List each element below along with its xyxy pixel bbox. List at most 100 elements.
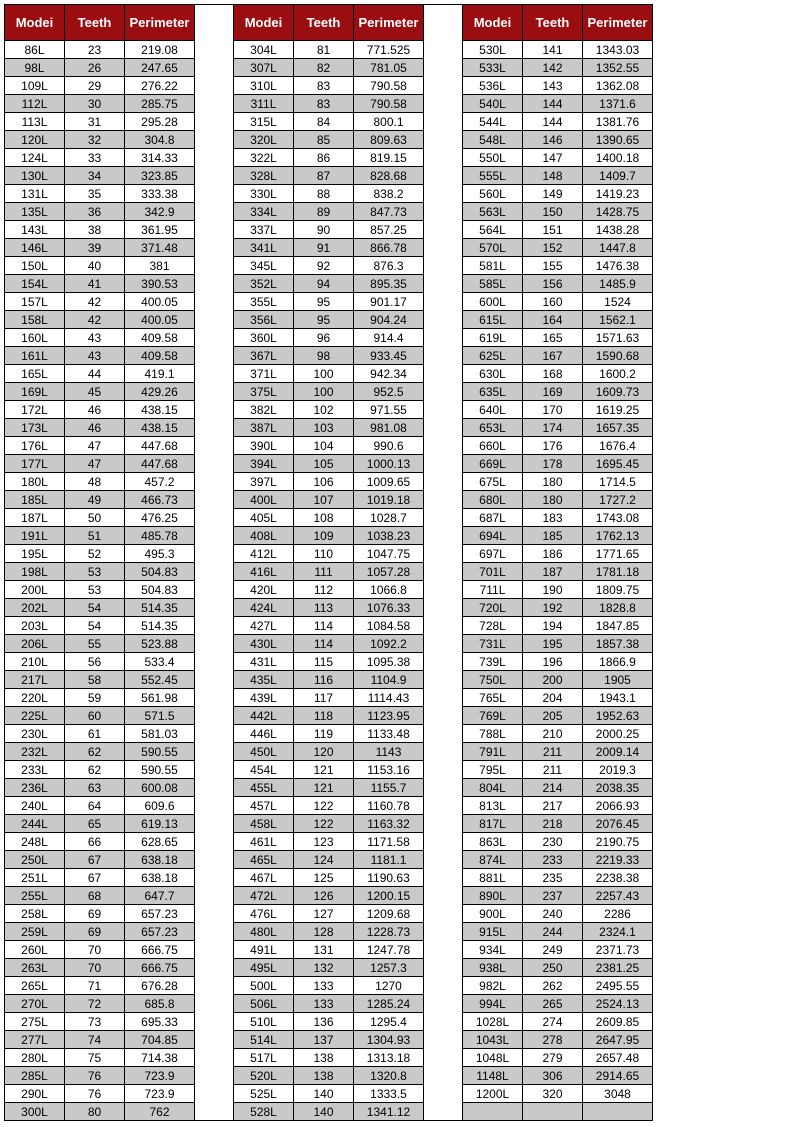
table-row: 260L70666.75 <box>5 941 195 959</box>
cell: 204 <box>523 689 583 707</box>
cell: 187L <box>5 509 65 527</box>
cell: 857.25 <box>354 221 424 239</box>
cell: 161L <box>5 347 65 365</box>
cell: 260L <box>5 941 65 959</box>
cell: 2324.1 <box>583 923 653 941</box>
cell: 39 <box>65 239 125 257</box>
table-row: 1148L3062914.65 <box>463 1067 653 1085</box>
cell: 116 <box>294 671 354 689</box>
data-table-1: ModeiTeethPerimeter86L23219.0898L26247.6… <box>4 4 195 1121</box>
table-row: 248L66628.65 <box>5 833 195 851</box>
cell: 43 <box>65 347 125 365</box>
cell: 669L <box>463 455 523 473</box>
cell: 160L <box>5 329 65 347</box>
cell: 51 <box>65 527 125 545</box>
cell: 48 <box>65 473 125 491</box>
cell: 1247.78 <box>354 941 424 959</box>
cell: 2066.93 <box>583 797 653 815</box>
cell: 154L <box>5 275 65 293</box>
cell: 1084.58 <box>354 617 424 635</box>
cell: 828.68 <box>354 167 424 185</box>
cell: 203L <box>5 617 65 635</box>
cell: 236L <box>5 779 65 797</box>
table-row: 881L2352238.38 <box>463 869 653 887</box>
table-row: 387L103981.08 <box>234 419 424 437</box>
table-row: 560L1491419.23 <box>463 185 653 203</box>
cell: 1362.08 <box>583 77 653 95</box>
cell: 152 <box>523 239 583 257</box>
cell: 311L <box>234 95 294 113</box>
cell: 233 <box>523 851 583 869</box>
table-row: 109L29276.22 <box>5 77 195 95</box>
table-row: 176L47447.68 <box>5 437 195 455</box>
table-row: 467L1251190.63 <box>234 869 424 887</box>
cell: 609.6 <box>125 797 195 815</box>
cell: 76 <box>65 1085 125 1103</box>
cell: 510L <box>234 1013 294 1031</box>
table-row: 520L1381320.8 <box>234 1067 424 1085</box>
table-row: 173L46438.15 <box>5 419 195 437</box>
cell: 819.15 <box>354 149 424 167</box>
cell: 85 <box>294 131 354 149</box>
table-row: 788L2102000.25 <box>463 725 653 743</box>
table-row: 548L1461390.65 <box>463 131 653 149</box>
table-row: 653L1741657.35 <box>463 419 653 437</box>
table-row: 635L1691609.73 <box>463 383 653 401</box>
table-row: 236L63600.08 <box>5 779 195 797</box>
cell: 419.1 <box>125 365 195 383</box>
table-row: 420L1121066.8 <box>234 581 424 599</box>
cell: 278 <box>523 1031 583 1049</box>
cell: 174 <box>523 419 583 437</box>
cell: 1320.8 <box>354 1067 424 1085</box>
cell: 506L <box>234 995 294 1013</box>
cell: 723.9 <box>125 1067 195 1085</box>
cell: 55 <box>65 635 125 653</box>
cell: 430L <box>234 635 294 653</box>
cell: 2219.33 <box>583 851 653 869</box>
cell: 356L <box>234 311 294 329</box>
cell: 103 <box>294 419 354 437</box>
cell: 352L <box>234 275 294 293</box>
cell: 173L <box>5 419 65 437</box>
table-row: 472L1261200.15 <box>234 887 424 905</box>
cell: 217 <box>523 797 583 815</box>
cell: 2657.48 <box>583 1049 653 1067</box>
cell: 194 <box>523 617 583 635</box>
table-row: 600L1601524 <box>463 293 653 311</box>
cell: 168 <box>523 365 583 383</box>
cell: 711L <box>463 581 523 599</box>
cell: 180 <box>523 491 583 509</box>
cell: 285L <box>5 1067 65 1085</box>
cell: 442L <box>234 707 294 725</box>
table-row: 528L1401341.12 <box>234 1103 424 1121</box>
table-row: 191L51485.78 <box>5 527 195 545</box>
table-row: 731L1951857.38 <box>463 635 653 653</box>
cell: 455L <box>234 779 294 797</box>
cell: 1419.23 <box>583 185 653 203</box>
table-row: 427L1141084.58 <box>234 617 424 635</box>
table-row: 290L76723.9 <box>5 1085 195 1103</box>
cell: 164 <box>523 311 583 329</box>
table-row: 307L82781.05 <box>234 59 424 77</box>
table-row: 701L1871781.18 <box>463 563 653 581</box>
cell: 1943.1 <box>583 689 653 707</box>
cell: 938L <box>463 959 523 977</box>
cell: 581.03 <box>125 725 195 743</box>
header-model: Modei <box>234 5 294 41</box>
cell: 1343.03 <box>583 41 653 59</box>
cell: 685.8 <box>125 995 195 1013</box>
cell: 560L <box>463 185 523 203</box>
cell: 1390.65 <box>583 131 653 149</box>
cell: 169 <box>523 383 583 401</box>
table-row: 728L1941847.85 <box>463 617 653 635</box>
cell: 42 <box>65 311 125 329</box>
cell: 804L <box>463 779 523 797</box>
table-row: 143L38361.95 <box>5 221 195 239</box>
table-row: 300L80762 <box>5 1103 195 1121</box>
cell: 504.83 <box>125 563 195 581</box>
cell: 217L <box>5 671 65 689</box>
cell: 167 <box>523 347 583 365</box>
cell: 552.45 <box>125 671 195 689</box>
cell: 62 <box>65 743 125 761</box>
table-row: 412L1101047.75 <box>234 545 424 563</box>
